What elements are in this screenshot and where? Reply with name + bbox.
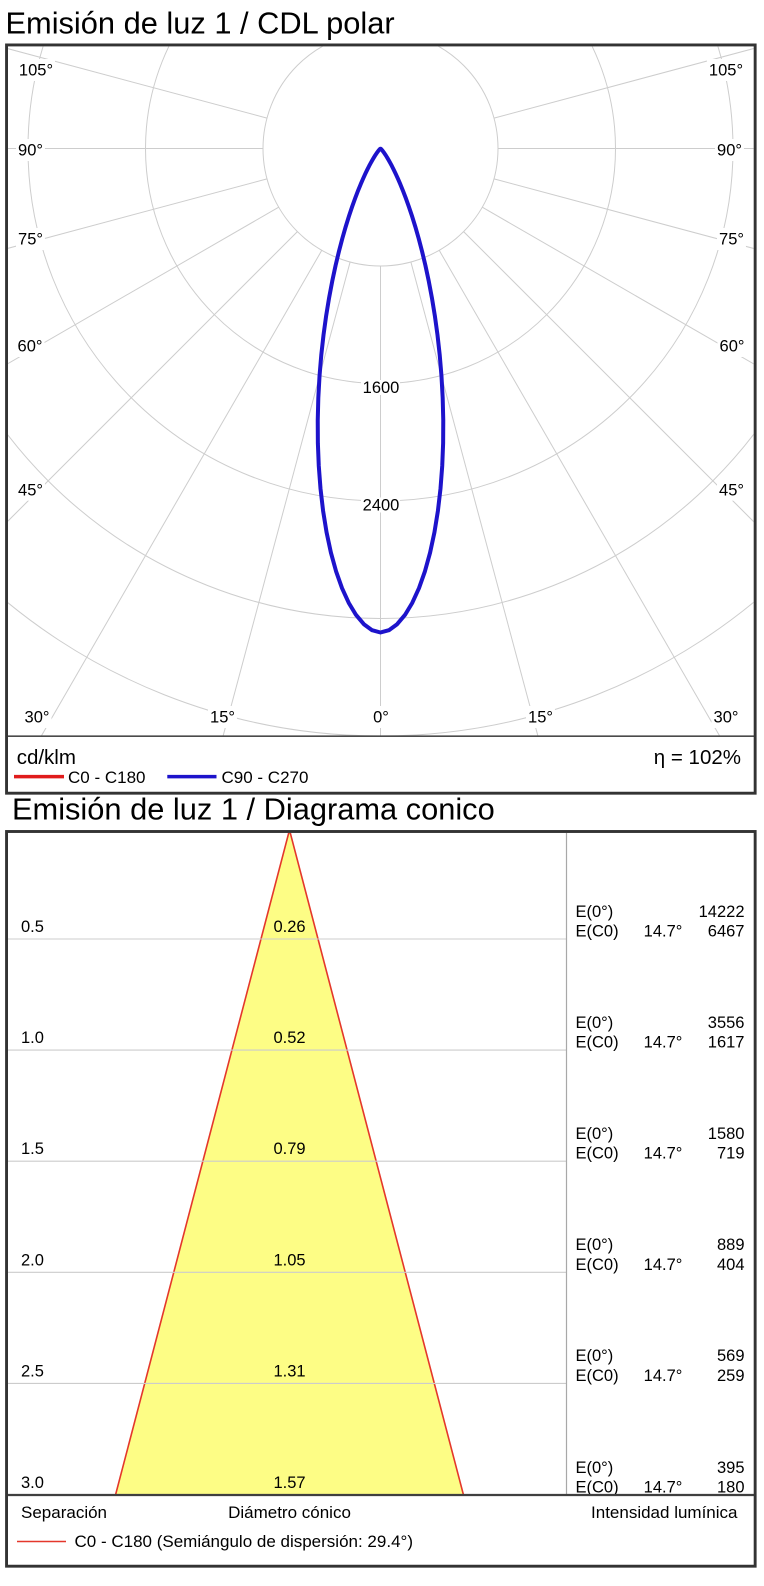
svg-text:45°: 45° [18,481,43,499]
svg-text:1.57: 1.57 [273,1474,305,1492]
svg-text:Intensidad lumínica: Intensidad lumínica [591,1503,738,1522]
svg-text:cd/klm: cd/klm [17,746,76,769]
svg-text:E(C0): E(C0) [576,1034,619,1052]
svg-text:719: 719 [717,1145,745,1163]
svg-text:E(C0): E(C0) [576,1256,619,1274]
svg-text:2.0: 2.0 [21,1251,44,1269]
svg-text:E(0°): E(0°) [576,1014,614,1032]
svg-text:15°: 15° [210,709,235,727]
svg-text:90°: 90° [717,142,742,160]
svg-text:14.7°: 14.7° [644,1034,683,1052]
svg-text:60°: 60° [720,338,745,356]
svg-text:2400: 2400 [363,497,400,515]
svg-text:1617: 1617 [708,1034,745,1052]
svg-text:E(0°): E(0°) [576,1347,614,1365]
svg-text:30°: 30° [25,709,50,727]
svg-text:E(C0): E(C0) [576,1367,619,1385]
svg-text:C90 - C270: C90 - C270 [222,768,309,787]
svg-text:14.7°: 14.7° [644,1145,683,1163]
svg-text:1.0: 1.0 [21,1029,44,1047]
svg-text:E(C0): E(C0) [576,1145,619,1163]
svg-text:2.5: 2.5 [21,1362,44,1380]
svg-text:Emisión de luz 1 / Diagrama co: Emisión de luz 1 / Diagrama conico [12,792,495,827]
svg-text:3.0: 3.0 [21,1474,44,1492]
svg-text:180: 180 [717,1479,745,1497]
svg-text:14.7°: 14.7° [644,923,683,941]
svg-text:Separación: Separación [21,1503,107,1522]
svg-text:6467: 6467 [708,923,745,941]
svg-text:E(C0): E(C0) [576,923,619,941]
svg-text:60°: 60° [18,338,43,356]
svg-text:E(0°): E(0°) [576,1125,614,1143]
svg-text:15°: 15° [528,709,553,727]
svg-text:14.7°: 14.7° [644,1367,683,1385]
svg-text:569: 569 [717,1347,745,1365]
svg-text:105°: 105° [709,62,743,80]
svg-text:75°: 75° [719,231,744,249]
svg-text:0.26: 0.26 [273,918,305,936]
svg-text:1.05: 1.05 [273,1251,305,1269]
svg-text:Diámetro cónico: Diámetro cónico [228,1503,351,1522]
svg-text:404: 404 [717,1256,745,1274]
svg-text:0.79: 0.79 [273,1140,305,1158]
svg-text:1600: 1600 [363,379,400,397]
svg-text:14.7°: 14.7° [644,1256,683,1274]
svg-text:14222: 14222 [699,903,745,921]
svg-text:889: 889 [717,1236,745,1254]
svg-text:259: 259 [717,1367,745,1385]
svg-text:105°: 105° [19,62,53,80]
svg-text:η = 102%: η = 102% [654,746,741,769]
svg-text:90°: 90° [18,142,43,160]
svg-text:75°: 75° [18,231,43,249]
svg-text:E(0°): E(0°) [576,903,614,921]
svg-text:1580: 1580 [708,1125,745,1143]
svg-text:E(0°): E(0°) [576,1236,614,1254]
svg-text:Emisión de luz 1 / CDL polar: Emisión de luz 1 / CDL polar [6,6,395,41]
svg-text:1.5: 1.5 [21,1140,44,1158]
svg-text:C0 - C180 (Semiángulo de dispe: C0 - C180 (Semiángulo de dispersión: 29.… [75,1532,413,1551]
svg-text:30°: 30° [714,709,739,727]
svg-text:14.7°: 14.7° [644,1479,683,1497]
svg-text:0.52: 0.52 [273,1029,305,1047]
svg-text:0°: 0° [373,709,389,727]
svg-text:E(C0): E(C0) [576,1479,619,1497]
svg-text:0.5: 0.5 [21,918,44,936]
svg-text:45°: 45° [719,481,744,499]
svg-text:395: 395 [717,1459,745,1477]
svg-text:1.31: 1.31 [273,1362,305,1380]
svg-text:3556: 3556 [708,1014,745,1032]
svg-text:E(0°): E(0°) [576,1459,614,1477]
svg-text:C0 - C180: C0 - C180 [68,768,145,787]
